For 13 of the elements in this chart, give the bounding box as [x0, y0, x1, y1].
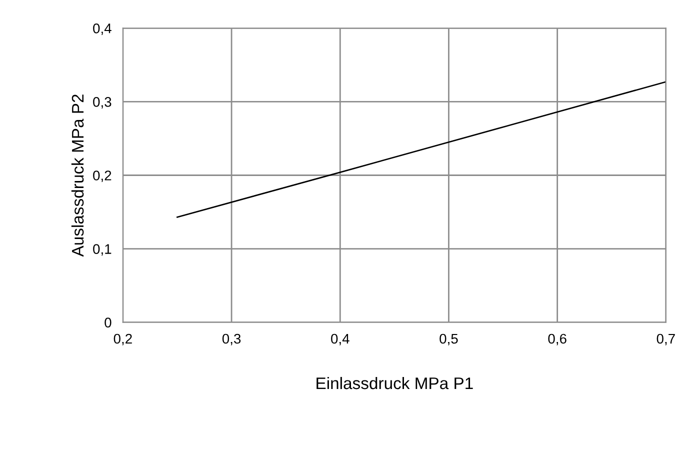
y-tick-label: 0,2	[93, 170, 112, 182]
y-tick-label: 0,4	[93, 23, 112, 35]
x-tick-label: 0,3	[222, 334, 241, 346]
x-tick-label: 0,6	[548, 334, 566, 346]
x-tick-label: 0,4	[331, 334, 350, 346]
y-tick-label: 0,1	[93, 244, 112, 256]
y-axis-title: Auslassdruck MPa P2	[71, 94, 84, 257]
x-tick-label: 0,7	[656, 334, 675, 346]
x-tick-label: 0,2	[114, 334, 132, 346]
x-tick-label: 0,5	[440, 334, 458, 346]
y-tick-label: 0	[104, 318, 112, 328]
x-axis-title: Einlassdruck MPa P1	[316, 376, 473, 390]
y-tick-label: 0,3	[93, 97, 112, 109]
